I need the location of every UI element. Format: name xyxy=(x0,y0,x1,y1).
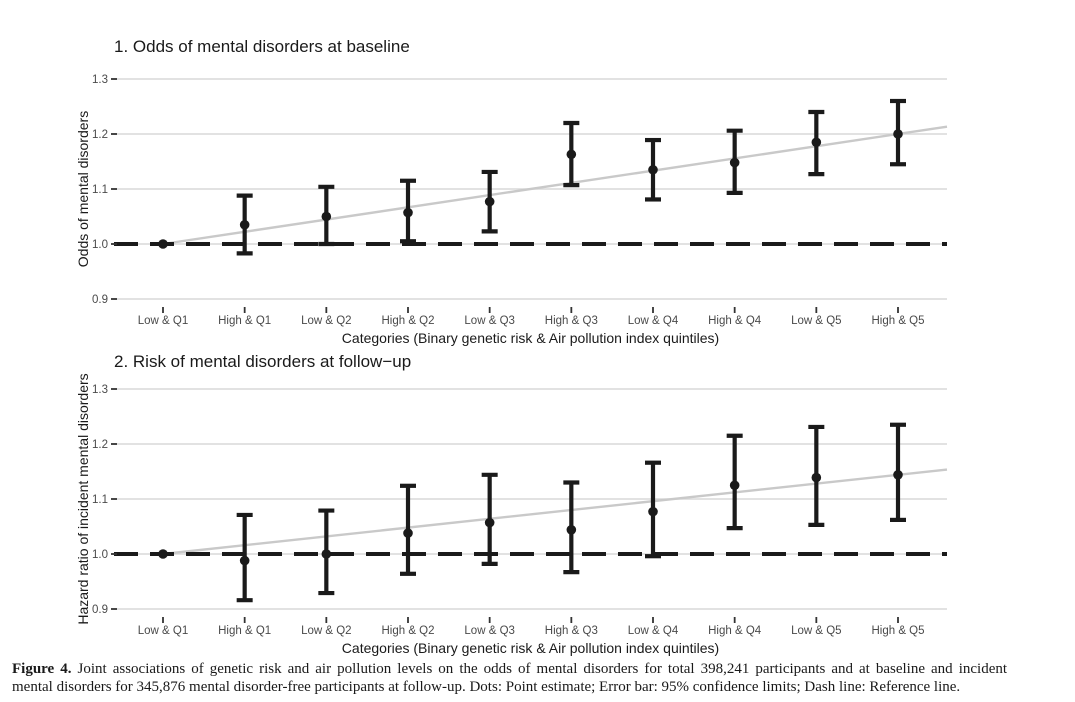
trend-line xyxy=(162,468,948,556)
caption-line-1-text: Joint associations of genetic risk and a… xyxy=(77,661,1008,677)
x-tick-label: High & Q1 xyxy=(218,315,271,327)
x-tick-label: High & Q4 xyxy=(708,315,762,327)
y-tick-label: 1.1 xyxy=(92,184,108,196)
x-tick-label: High & Q5 xyxy=(871,315,924,327)
x-tick-label: Low & Q1 xyxy=(138,625,189,637)
y-tick-label: 1.2 xyxy=(92,129,108,141)
point-estimate-dot xyxy=(321,549,332,559)
point-estimate-dot xyxy=(566,525,577,535)
x-tick-label: High & Q3 xyxy=(545,625,598,637)
x-tick-label: High & Q2 xyxy=(381,315,434,327)
point-estimate-dot xyxy=(729,157,740,168)
x-tick-label: Low & Q3 xyxy=(464,315,515,327)
y-tick-label: 0.9 xyxy=(92,294,108,306)
point-estimate-dot xyxy=(403,207,413,218)
caption-figure-label: Figure 4. xyxy=(12,661,72,677)
point-estimate-dot xyxy=(403,528,413,538)
point-estimate-dot xyxy=(648,164,658,175)
x-tick-label: High & Q1 xyxy=(218,625,271,637)
point-estimate-dot xyxy=(484,196,495,207)
panel2-y-axis-title: Hazard ratio of incident mental disorder… xyxy=(75,373,91,625)
point-estimate-dot xyxy=(239,219,250,230)
y-tick-label: 1.3 xyxy=(92,74,108,86)
panel1-title: 1. Odds of mental disorders at baseline xyxy=(114,37,410,56)
figure-caption: Figure 4. Joint associations of genetic … xyxy=(12,661,1007,696)
x-tick-label: Low & Q2 xyxy=(301,625,352,637)
panel2-plot: 0.9 1.0 1.1 1.2 1.3 Low & Q1 High & Q1 Low & Q2… xyxy=(92,384,948,637)
panel1-plot: 0.9 1.0 1.1 1.2 1.3 Low & Q1 High & Q1 Low & Q2… xyxy=(92,74,948,327)
y-tick-label: 1.0 xyxy=(92,549,108,561)
point-estimate-dot xyxy=(239,555,250,566)
x-tick-label: Low & Q4 xyxy=(628,315,679,327)
point-estimate-dot xyxy=(729,480,740,491)
x-tick-label: Low & Q4 xyxy=(628,625,679,637)
point-estimate-dot xyxy=(566,149,577,160)
point-estimate-dot xyxy=(158,239,168,249)
point-estimate-dot xyxy=(648,506,658,517)
y-tick-label: 0.9 xyxy=(92,604,108,616)
point-estimate-dot xyxy=(811,472,822,483)
caption-line-2: mental disorders for 345,876 mental diso… xyxy=(12,678,961,695)
y-tick-label: 1.3 xyxy=(92,384,108,396)
trend-line xyxy=(162,125,948,246)
x-tick-label: High & Q5 xyxy=(871,625,924,637)
x-tick-label: Low & Q3 xyxy=(464,625,515,637)
panel2-title: 2. Risk of mental disorders at follow−up xyxy=(114,352,412,371)
x-tick-label: Low & Q1 xyxy=(138,315,189,327)
x-tick-label: Low & Q5 xyxy=(791,625,842,637)
caption-line-1: Figure 4. Joint associations of genetic … xyxy=(12,661,1007,679)
y-tick-label: 1.1 xyxy=(92,494,108,506)
x-tick-label: Low & Q2 xyxy=(301,315,352,327)
x-tick-label: High & Q4 xyxy=(708,625,762,637)
x-tick-label: High & Q2 xyxy=(381,625,434,637)
panel1-x-axis-title: Categories (Binary genetic risk & Air po… xyxy=(341,330,720,346)
x-tick-label: High & Q3 xyxy=(545,315,598,327)
point-estimate-dot xyxy=(893,470,903,480)
panel2-x-axis-title: Categories (Binary genetic risk & Air po… xyxy=(341,640,720,656)
x-tick-label: Low & Q5 xyxy=(791,315,842,327)
point-estimate-dot xyxy=(893,129,903,139)
point-estimate-dot xyxy=(158,549,168,559)
point-estimate-dot xyxy=(484,517,495,528)
y-tick-label: 1.2 xyxy=(92,439,108,451)
point-estimate-dot xyxy=(321,211,332,222)
y-tick-label: 1.0 xyxy=(92,239,108,251)
point-estimate-dot xyxy=(811,137,822,148)
